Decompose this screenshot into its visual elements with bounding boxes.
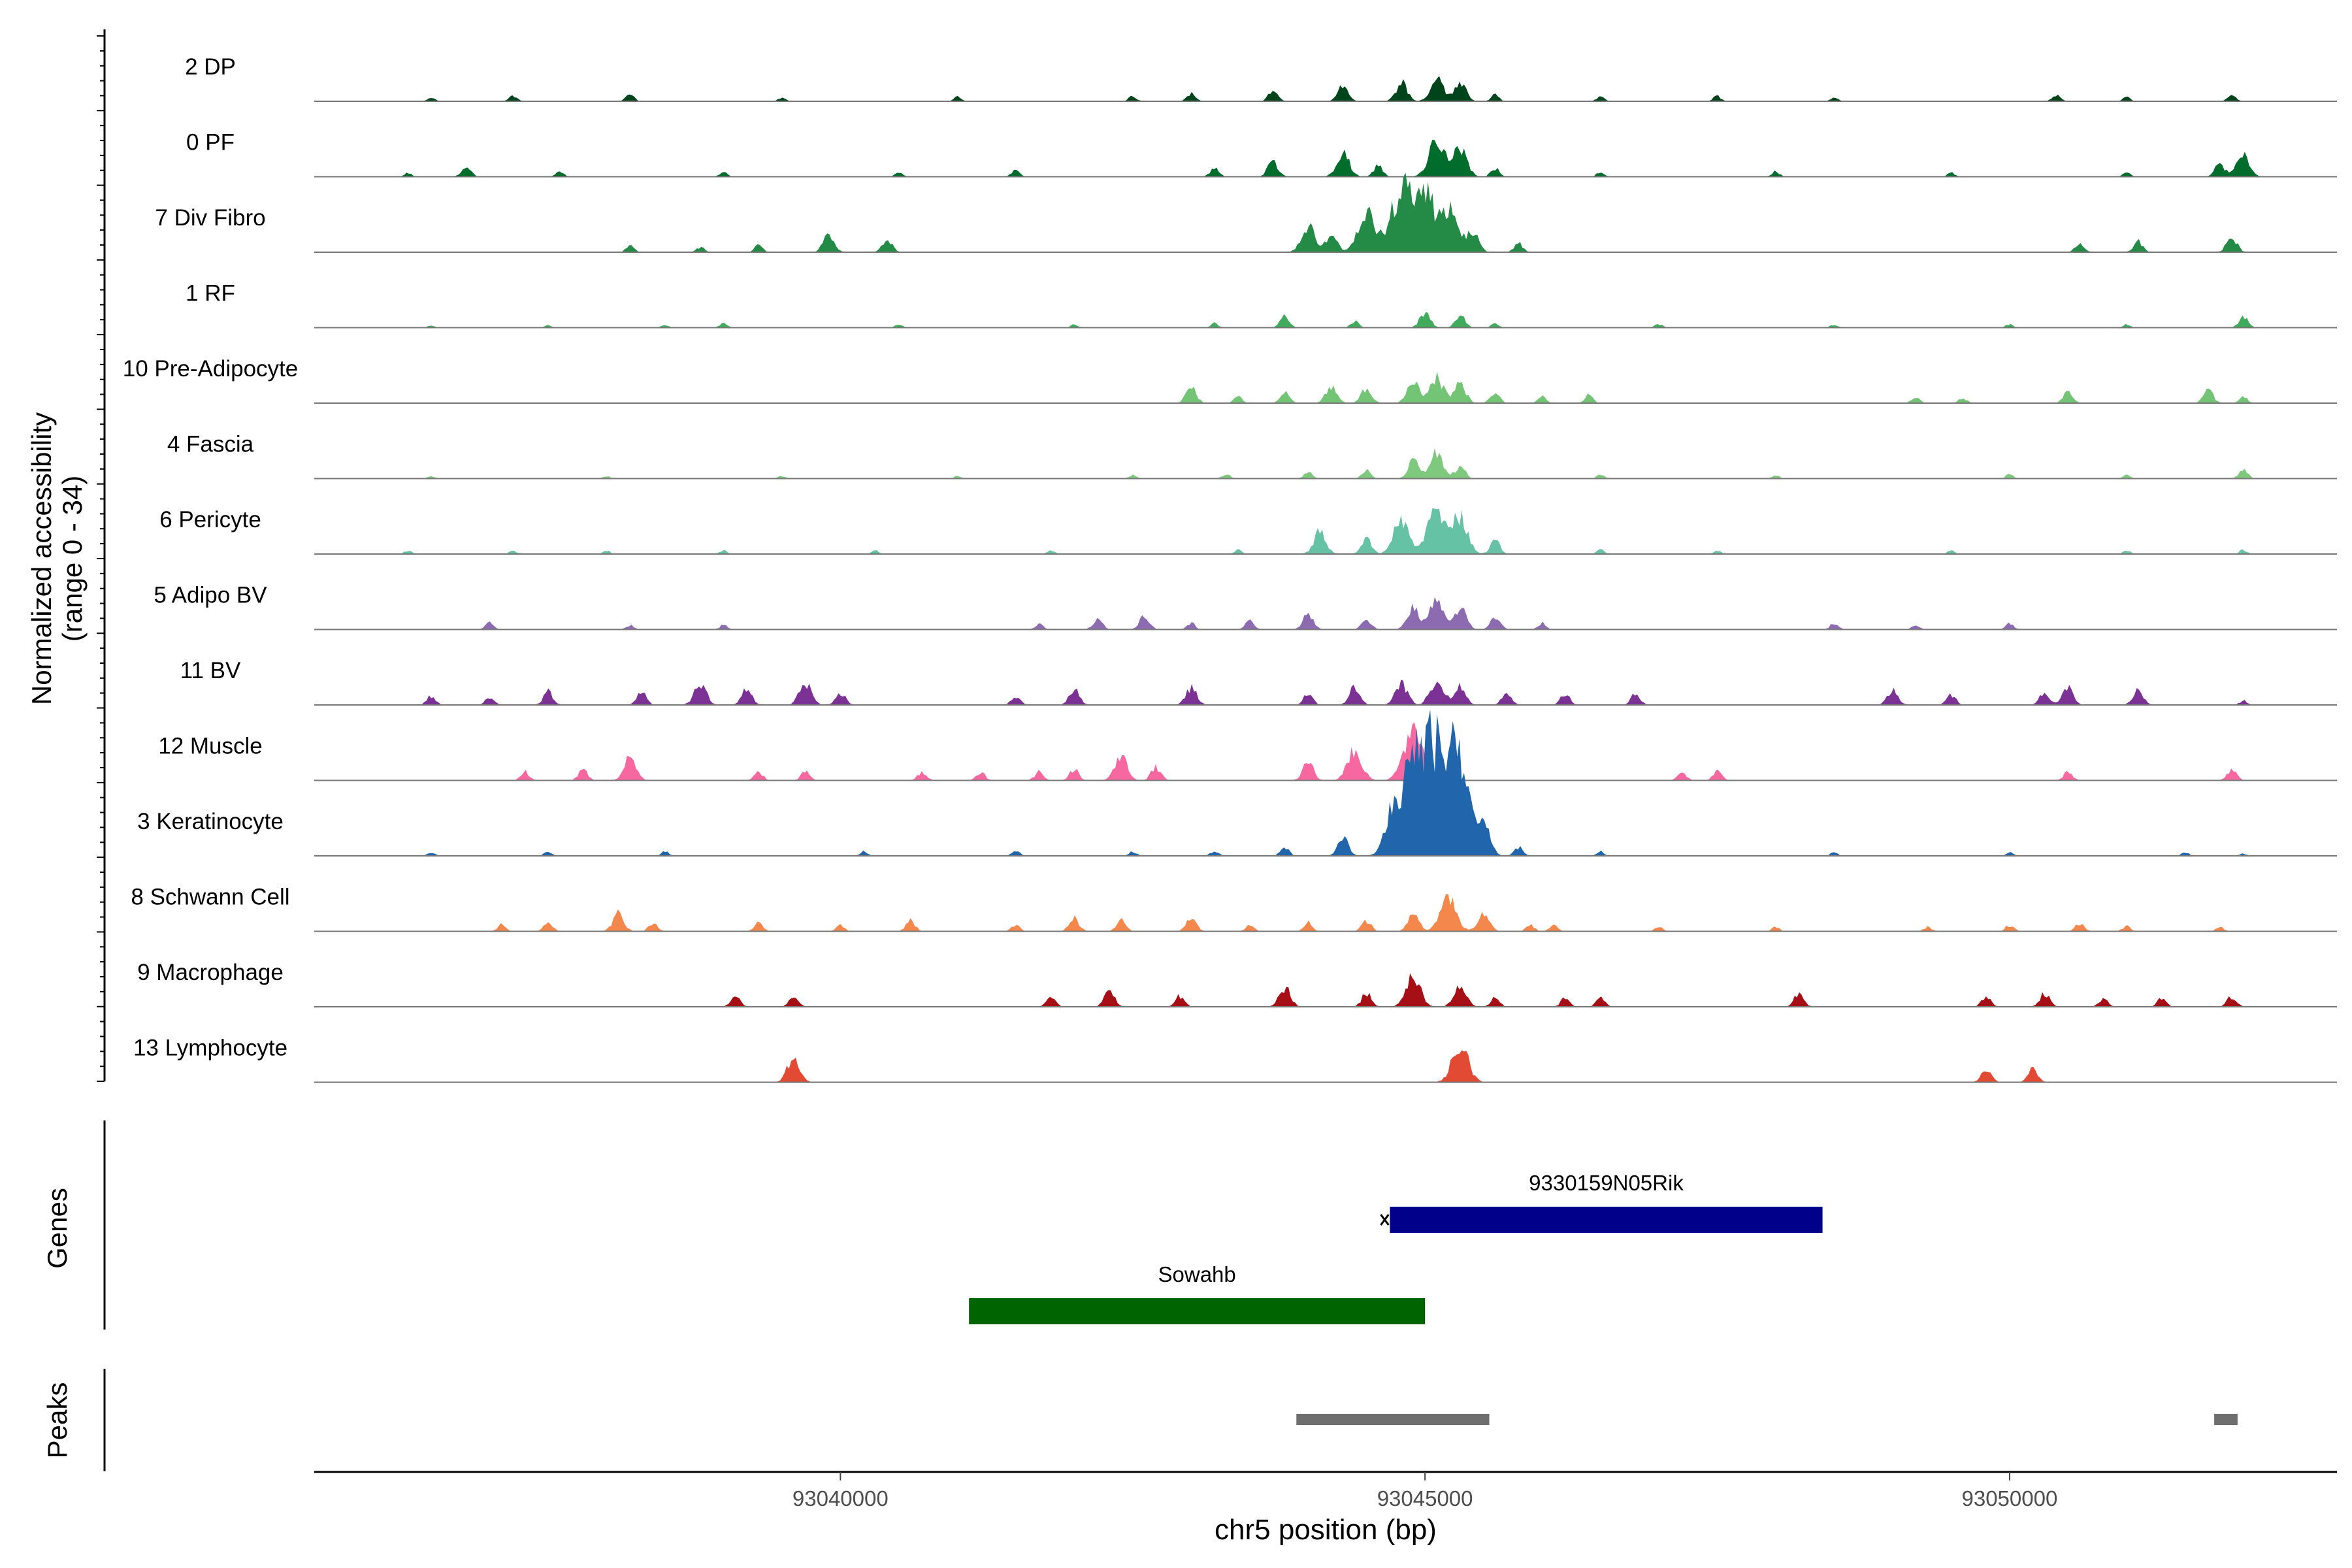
- peaks-panel-label: Peaks: [42, 1382, 73, 1459]
- track-label: 8 Schwann Cell: [131, 885, 289, 910]
- gene-sowahb: Sowahb: [969, 1262, 1426, 1324]
- track-label: 0 PF: [186, 130, 235, 155]
- x-tick-label: 93040000: [792, 1486, 889, 1511]
- track-label: 1 RF: [186, 281, 235, 306]
- genes-panel: 9330159N05Rik Sowahb: [969, 1171, 1823, 1324]
- coverage-area: [314, 894, 2337, 932]
- coverage-area: [314, 172, 2337, 252]
- y-axis-range-label: (range 0 - 34): [57, 476, 88, 642]
- left-axes: [97, 29, 106, 1471]
- track-label: 10 Pre-Adipocyte: [123, 356, 298, 382]
- track-12-muscle: 12 Muscle: [158, 722, 2337, 781]
- track-1-rf: 1 RF: [186, 281, 2337, 329]
- track-9-macrophage: 9 Macrophage: [137, 960, 2337, 1007]
- track-6-pericyte: 6 Pericyte: [159, 507, 2337, 555]
- coverage-area: [314, 371, 2337, 403]
- track-label: 2 DP: [185, 54, 236, 80]
- coverage-area: [314, 596, 2337, 630]
- coverage-area: [314, 722, 2337, 781]
- coverage-area: [314, 973, 2337, 1007]
- track-7-div-fibro: 7 Div Fibro: [155, 172, 2337, 253]
- x-axis-title: chr5 position (bp): [1215, 1514, 1437, 1546]
- track-label: 3 Keratinocyte: [137, 809, 284, 834]
- coverage-area: [314, 139, 2337, 177]
- track-label: 13 Lymphocyte: [133, 1036, 287, 1061]
- gene-body: [1390, 1207, 1823, 1233]
- track-8-schwann-cell: 8 Schwann Cell: [131, 885, 2337, 932]
- gene-label: 9330159N05Rik: [1529, 1171, 1684, 1195]
- track-label: 12 Muscle: [158, 734, 263, 759]
- track-0-pf: 0 PF: [186, 130, 2337, 178]
- coverage-area: [314, 312, 2337, 328]
- gene-9330159n05rik: 9330159N05Rik: [1380, 1171, 1823, 1233]
- coverage-tracks: 2 DP 0 PF 7 Div Fibro 1 RF 10 Pre-Adipocyte 4…: [123, 54, 2337, 1083]
- track-13-lymphocyte: 13 Lymphocyte: [133, 1036, 2337, 1083]
- track-3-keratinocyte: 3 Keratinocyte: [137, 710, 2337, 857]
- x-tick-label: 93045000: [1377, 1486, 1473, 1511]
- y-axis-label: Normalized accessibility: [26, 412, 57, 705]
- coverage-area: [314, 710, 2337, 856]
- x-axis: 93040000 93045000 93050000: [314, 1471, 2337, 1511]
- track-2-dp: 2 DP: [185, 54, 2337, 102]
- coverage-area: [314, 76, 2337, 101]
- track-5-adipo-bv: 5 Adipo BV: [154, 583, 2337, 630]
- gene-body: [969, 1298, 1426, 1324]
- track-11-bv: 11 BV: [180, 658, 2337, 706]
- gene-label: Sowahb: [1158, 1262, 1236, 1286]
- coverage-area: [314, 1050, 2337, 1083]
- track-label: 4 Fascia: [167, 432, 254, 457]
- coverage-area: [314, 448, 2337, 479]
- peak-bar: [1296, 1414, 1490, 1425]
- track-label: 6 Pericyte: [159, 507, 261, 532]
- track-label: 5 Adipo BV: [154, 583, 267, 608]
- genes-panel-label: Genes: [42, 1188, 73, 1269]
- track-4-fascia: 4 Fascia: [167, 432, 2337, 480]
- x-tick-label: 93050000: [1961, 1486, 2057, 1511]
- track-label: 9 Macrophage: [137, 960, 284, 985]
- strand-marker: [1380, 1214, 1390, 1226]
- track-label: 7 Div Fibro: [155, 205, 265, 231]
- peaks-panel: [1296, 1414, 2238, 1425]
- track-label: 11 BV: [180, 658, 241, 683]
- coverage-area: [314, 679, 2337, 705]
- peak-bar: [2214, 1414, 2238, 1425]
- track-10-pre-adipocyte: 10 Pre-Adipocyte: [123, 356, 2337, 404]
- coverage-area: [314, 508, 2337, 554]
